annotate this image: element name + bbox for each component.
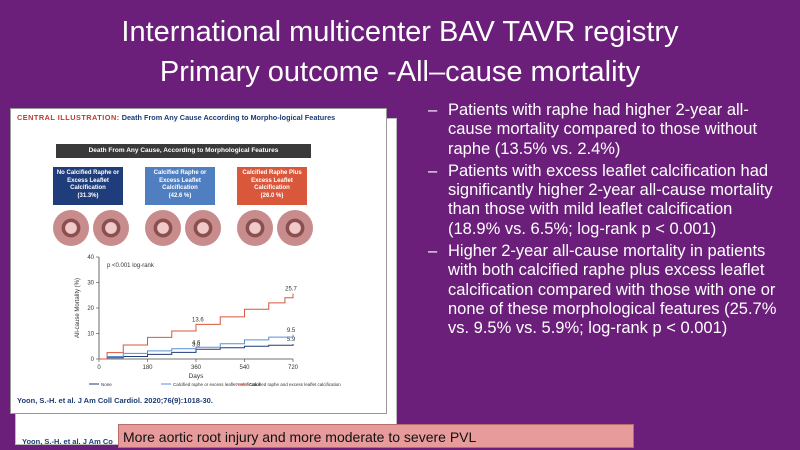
bottom-note-box: More aortic root injury and more moderat… [118,424,634,448]
central-illustration-heading: Death From Any Cause According to Morpho… [121,113,336,122]
bullet-marker: – [428,242,438,261]
group-box-both: Calcified Raphe Plus Excess Leaflet Calc… [237,167,307,205]
group-label: Calcified Raphe or Excess Leaflet Calcif… [153,170,207,191]
group-label: Calcified Raphe Plus Excess Leaflet Calc… [242,170,302,191]
central-illustration-title: CENTRAL ILLUSTRATION: Death From Any Cau… [17,113,367,122]
central-illustration: CENTRAL ILLUSTRATION: Death From Any Cau… [10,108,387,414]
group-box-none: No Calcified Raphe or Excess Leaflet Cal… [53,167,123,205]
group-box-one: Calcified Raphe or Excess Leaflet Calcif… [145,167,215,205]
x-tick-label: 720 [288,365,299,371]
valve-image [277,210,313,246]
bullet-text: Patients with raphe had higher 2-year al… [448,101,758,158]
y-tick-label: 10 [87,332,94,338]
figure-header-box: Death From Any Cause, According to Morph… [56,144,311,158]
km-line-series-0 [99,343,294,360]
y-tick-label: 0 [91,357,95,363]
y-tick-label: 30 [87,281,94,287]
y-tick-label: 40 [87,255,94,261]
bullet-item: – Patients with excess leaflet calcifica… [428,162,788,239]
km-line-series-1 [99,334,294,360]
bullet-marker: – [428,101,438,119]
figure-back-citation: Yoon, S.-H. et al. J Am Co [22,437,113,446]
central-illustration-label: CENTRAL ILLUSTRATION: [17,113,120,122]
bullet-list: – Patients with raphe had higher 2-year … [428,101,788,342]
legend-label: None [101,382,112,387]
valve-image [53,210,89,246]
x-tick-label: 180 [142,365,153,371]
km-mid-label: 3.8 [192,342,201,348]
valve-image [93,210,129,246]
x-tick-label: 360 [191,365,202,371]
group-pct: (26.0 %) [260,192,284,199]
bullet-item: – Higher 2-year all-cause mortality in p… [428,242,788,338]
bullet-item: – Patients with raphe had higher 2-year … [428,101,788,159]
y-tick-label: 20 [87,306,94,312]
legend-label: Calcified raphe and excess leaflet calci… [249,382,341,387]
slide-title-line2: Primary outcome -All–cause mortality [159,56,641,88]
figure-citation: Yoon, S.-H. et al. J Am Coll Cardiol. 20… [17,396,213,405]
legend-label: Calcified raphe or excess leaflet calcif… [173,382,262,387]
logrank-annotation: p <0.001 log-rank [107,263,155,269]
km-line-series-2 [99,293,294,360]
y-axis-title: All-cause Mortality (%) [75,278,81,338]
valve-image [185,210,221,246]
x-tick-label: 0 [97,365,101,371]
x-tick-label: 540 [239,365,250,371]
km-mid-label: 13.6 [192,317,204,323]
km-end-label: 25.7 [285,286,297,292]
figure-image: o- Yoon, S.-H. et al. J Am Co CENTRAL IL… [10,108,397,448]
bullet-text: Higher 2-year all-cause mortality in pat… [448,242,777,338]
km-end-label: 9.5 [287,328,296,334]
km-end-label: 5.9 [287,337,296,343]
bullet-marker: – [428,161,438,180]
km-chart: 0 10 20 30 40 0 180 360 540 720 Days All-cause Mort… [75,255,341,387]
valve-image [237,210,273,246]
group-label: No Calcified Raphe or Excess Leaflet Cal… [56,170,120,191]
slide-title-line1: International multicenter BAV TAVR regis… [121,16,679,48]
group-pct: (31.3%) [77,192,99,199]
km-mid-label: 4.6 [192,340,201,346]
bullet-text: Patients with excess leaflet calcificati… [448,161,773,238]
valve-image [145,210,181,246]
x-axis-title: Days [189,373,205,380]
group-pct: (42.6 %) [168,192,192,199]
